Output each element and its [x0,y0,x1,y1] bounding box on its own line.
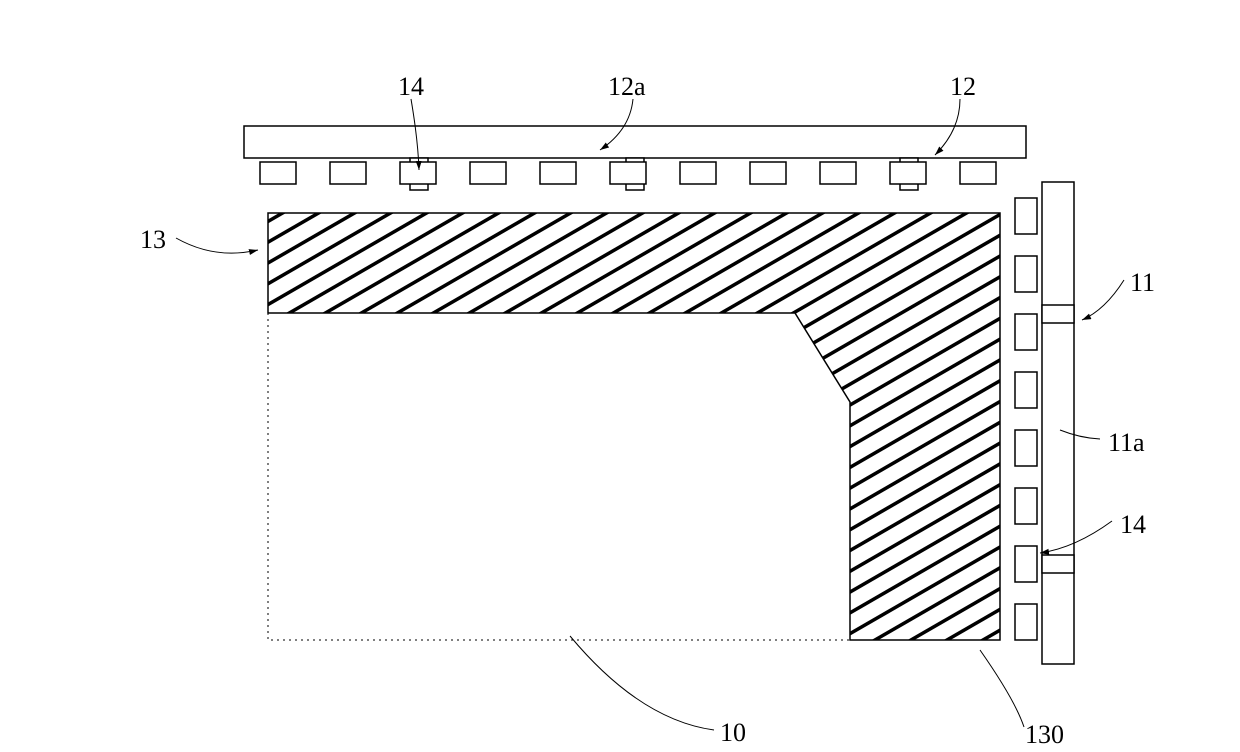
label-l11: 11 [1130,268,1155,298]
top-tooth-8 [820,162,856,184]
right-tooth-3 [1015,372,1037,408]
top-tooth-6 [680,162,716,184]
leader-l13 [176,238,258,253]
right-tooth-4 [1015,430,1037,466]
top-bar [244,126,1026,158]
top-tooth-9 [890,162,926,184]
top-tooth-5 [610,162,646,184]
right-tooth-7 [1015,604,1037,640]
top-tooth-1 [330,162,366,184]
right-bar [1042,182,1074,664]
top-tooth-2 [400,162,436,184]
top-tooth-3 [470,162,506,184]
top-tooth-4 [540,162,576,184]
label-l130: 130 [1025,720,1064,750]
label-l10: 10 [720,718,746,748]
right-tooth-1 [1015,256,1037,292]
right-peg-1 [1042,555,1074,573]
right-peg-0 [1042,305,1074,323]
right-tooth-2 [1015,314,1037,350]
label-l11a: 11a [1108,428,1145,458]
label-l12a: 12a [608,72,646,102]
top-tooth-0 [260,162,296,184]
hatched-region [268,213,1000,640]
top-tooth-7 [750,162,786,184]
leader-l130 [980,650,1024,727]
top-tooth-10 [960,162,996,184]
label-l12: 12 [950,72,976,102]
label-l14a: 14 [398,72,424,102]
label-l13: 13 [140,225,166,255]
right-tooth-6 [1015,546,1037,582]
leader-l10 [570,636,714,730]
dotted-outline [268,313,850,640]
leader-l11 [1082,280,1124,320]
label-l14b: 14 [1120,510,1146,540]
right-tooth-5 [1015,488,1037,524]
right-tooth-0 [1015,198,1037,234]
